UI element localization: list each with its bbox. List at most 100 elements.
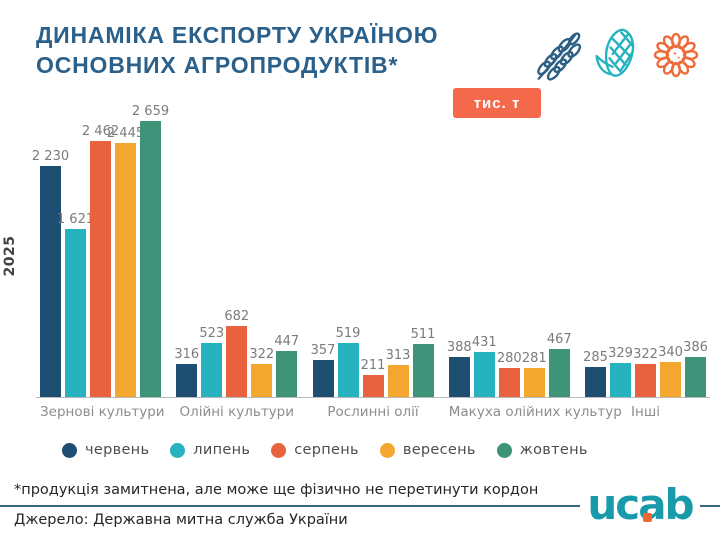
- bar-value-label: 467: [546, 332, 572, 347]
- category-label: Макуха олійних культур: [448, 404, 622, 420]
- bar-column: 2 462: [82, 124, 119, 397]
- bar-value-label: 340: [658, 345, 683, 360]
- category-label: Олійні культури: [179, 404, 295, 420]
- bar: [548, 349, 570, 397]
- bar-column: 386: [683, 340, 708, 397]
- bar-column: 682: [224, 309, 250, 397]
- bar-group: 2 230 1 621 2 462 2 445 2 659: [32, 104, 169, 397]
- unit-badge: тис. т: [453, 88, 541, 118]
- bar-value-label: 447: [274, 334, 300, 349]
- plot-area: 2 230 1 621 2 462 2 445 2 659 316 523 682 322 447…: [32, 104, 708, 397]
- category-label: Рослинні олії: [327, 404, 419, 420]
- legend-swatch: [379, 442, 395, 458]
- bar-group: 285 329 322 340 386: [583, 340, 708, 397]
- bar-value-label: 316: [174, 347, 200, 362]
- bar: [276, 351, 298, 397]
- bar: [498, 368, 520, 397]
- bar-column: 322: [633, 347, 658, 397]
- bar-value-label: 285: [583, 350, 608, 365]
- legend-swatch: [496, 442, 512, 458]
- bar: [251, 364, 273, 397]
- bar-column: 280: [496, 351, 522, 397]
- bar-value-label: 511: [410, 327, 436, 342]
- bar-column: 511: [410, 327, 436, 397]
- corn-icon: [592, 26, 642, 84]
- sunflower-icon: [650, 27, 702, 83]
- bar-column: 2 230: [32, 149, 69, 397]
- bar-value-label: 2 445: [106, 126, 145, 141]
- footer-divider: [0, 505, 720, 507]
- bar-value-label: 386: [683, 340, 708, 355]
- bar-column: 285: [583, 350, 608, 397]
- category-label: Зернові культури: [40, 404, 165, 420]
- bar: [523, 368, 545, 397]
- ucab-logo: ucab: [580, 478, 700, 532]
- bar: [610, 363, 631, 397]
- bar: [412, 344, 434, 397]
- legend-label: жовтень: [519, 442, 588, 458]
- category-axis: Зернові культури Олійні культури Рослинні …: [40, 404, 706, 420]
- bar-value-label: 281: [521, 351, 547, 366]
- bar-value-label: 329: [608, 346, 633, 361]
- legend-item: червень: [62, 442, 149, 458]
- crop-icons: [530, 26, 702, 84]
- bar-column: 316: [174, 347, 200, 397]
- bar-value-label: 431: [471, 335, 497, 350]
- bar-column: 211: [360, 358, 386, 397]
- bar-column: 1 621: [57, 212, 94, 397]
- bar-value-label: 523: [199, 326, 225, 341]
- bar: [337, 343, 359, 397]
- source-text: Джерело: Державна митна служба України: [14, 512, 348, 528]
- bar-value-label: 357: [310, 343, 336, 358]
- legend-label: серпень: [294, 442, 359, 458]
- bar-chart: 2 230 1 621 2 462 2 445 2 659 316 523 682 322 447…: [32, 104, 710, 420]
- bar-group: 316 523 682 322 447: [174, 309, 300, 397]
- bar: [176, 364, 198, 397]
- legend-swatch: [62, 442, 77, 458]
- x-axis-line: [36, 397, 710, 398]
- bar: [585, 367, 606, 397]
- bar: [685, 357, 706, 397]
- bar: [312, 360, 334, 397]
- bar: [362, 375, 384, 397]
- bar: [660, 362, 681, 397]
- bar-value-label: 682: [224, 309, 250, 324]
- legend-label: червень: [85, 442, 150, 458]
- bar-group: 388 431 280 281 467: [446, 332, 572, 397]
- bar-value-label: 2 230: [31, 149, 70, 164]
- category-label: Інші: [631, 404, 660, 420]
- bar-column: 322: [249, 347, 275, 397]
- legend-item: серпень: [271, 442, 359, 458]
- bar: [635, 364, 656, 397]
- bar-value-label: 2 462: [81, 124, 120, 139]
- bar-value-label: 322: [633, 347, 658, 362]
- bar-column: 329: [608, 346, 633, 397]
- bar-group: 357 519 211 313 511: [310, 326, 436, 397]
- bar-value-label: 280: [496, 351, 522, 366]
- legend-swatch: [271, 442, 287, 458]
- y-axis-label: 2025: [2, 235, 18, 277]
- bar-column: 388: [446, 340, 472, 397]
- legend: червень липень серпень вересень жовтень: [62, 442, 588, 458]
- legend-label: липень: [193, 442, 251, 458]
- title-line-1: ДИНАМІКА ЕКСПОРТУ УКРАЇНОЮ: [36, 22, 439, 48]
- bar: [115, 143, 136, 397]
- footnote: *продукція замитнена, але може ще фізичн…: [14, 482, 539, 498]
- bar-value-label: 388: [446, 340, 472, 355]
- bar-column: 523: [199, 326, 225, 397]
- bar: [226, 326, 248, 397]
- bar-column: 447: [274, 334, 300, 397]
- bar-column: 340: [658, 345, 683, 397]
- bar: [448, 357, 470, 397]
- bar-value-label: 211: [360, 358, 386, 373]
- bar: [65, 229, 86, 397]
- bar-column: 2 445: [107, 126, 144, 397]
- legend-item: вересень: [379, 442, 476, 458]
- bar-column: 313: [386, 348, 410, 397]
- bar-column: 281: [521, 351, 547, 397]
- legend-swatch: [170, 442, 186, 458]
- bar: [473, 352, 495, 397]
- legend-item: жовтень: [496, 442, 588, 458]
- bar-value-label: 322: [249, 347, 275, 362]
